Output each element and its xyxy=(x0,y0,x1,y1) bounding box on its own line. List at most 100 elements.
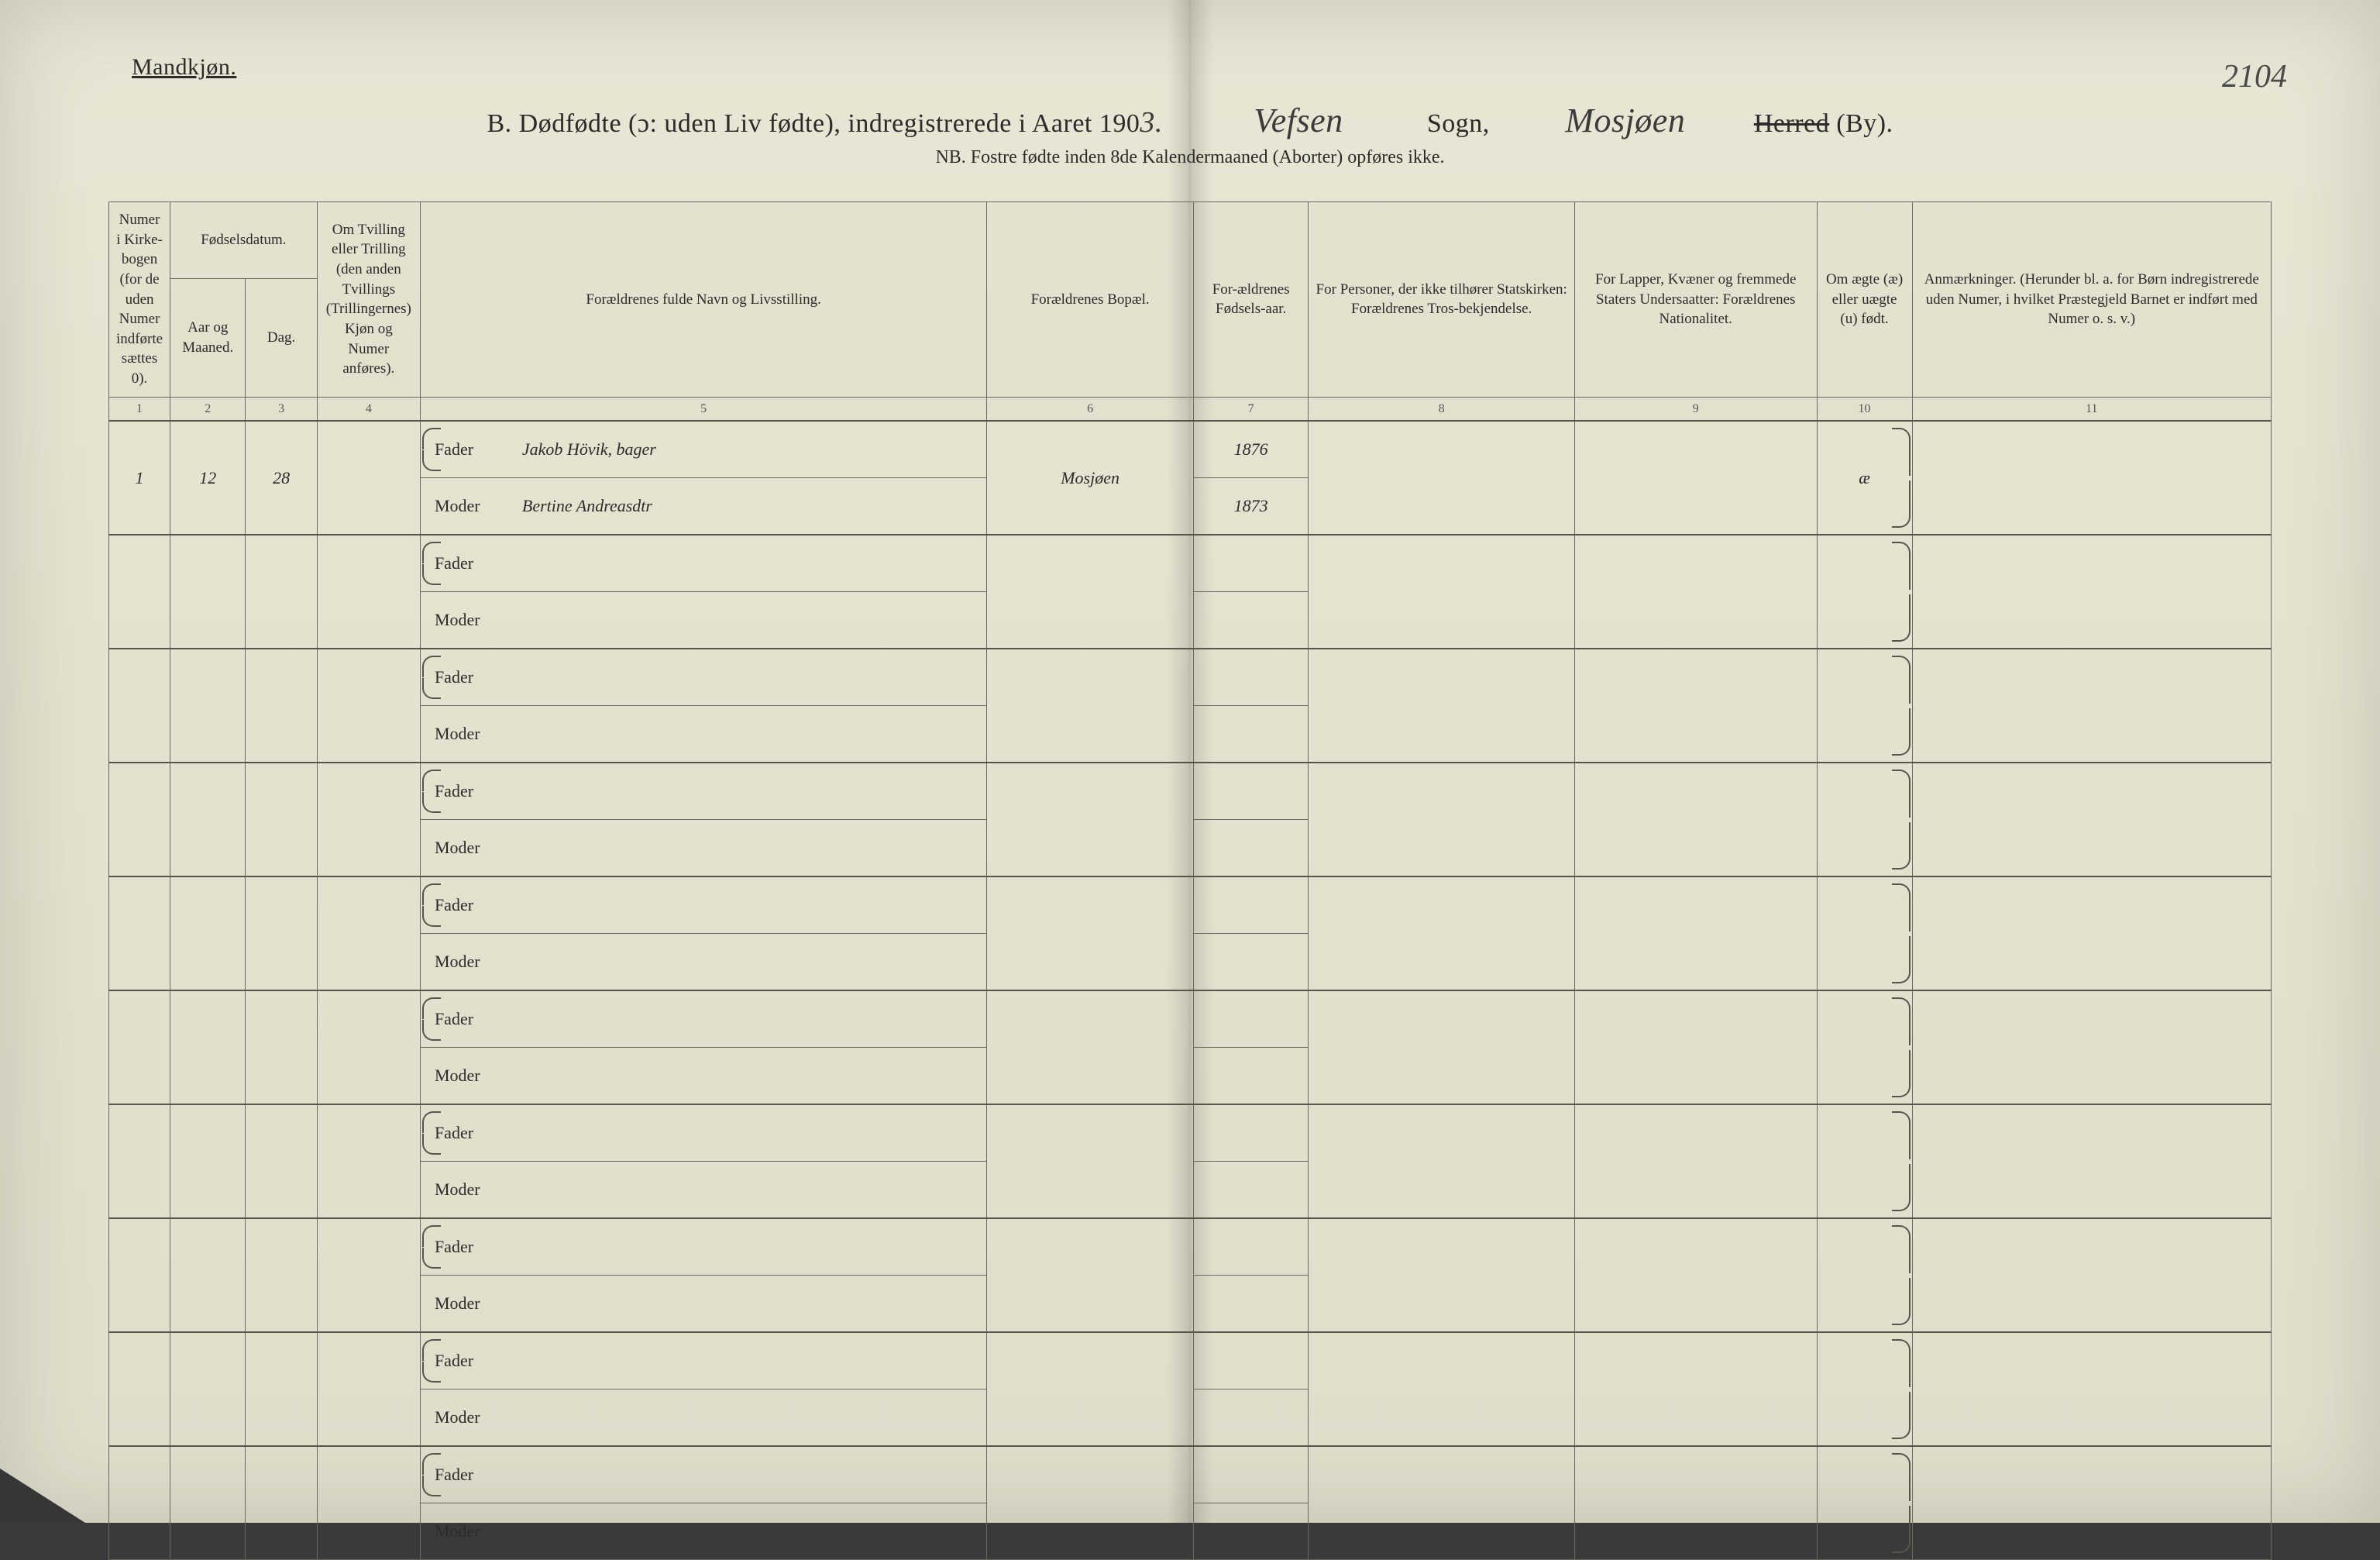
cell-father-birthyear xyxy=(1193,1332,1309,1390)
gender-heading: Mandkjøn. xyxy=(132,54,236,81)
col-header-4: Om Tvilling eller Trilling (den anden Tv… xyxy=(317,202,420,398)
cell-mother-name xyxy=(514,592,987,649)
cell-number: 1 xyxy=(109,421,170,535)
col-num-8: 8 xyxy=(1309,397,1574,421)
col-header-5: Forældrenes fulde Navn og Livsstilling. xyxy=(420,202,986,398)
cell-father-name xyxy=(514,1332,987,1390)
title-by-label: (By). xyxy=(1836,109,1893,138)
cell-father-birthyear xyxy=(1193,876,1309,934)
col-num-10: 10 xyxy=(1817,397,1912,421)
cell-legitimacy xyxy=(1817,990,1912,1104)
col-header-1: Numer i Kirke-bogen (for de uden Numer i… xyxy=(109,202,170,398)
cell-father-name: Jakob Hövik, bager xyxy=(514,421,987,478)
cell-role-father: Fader xyxy=(420,535,514,592)
cell-role-mother: Moder xyxy=(420,1276,514,1333)
cell-mother-birthyear: 1873 xyxy=(1193,478,1309,535)
cell-day xyxy=(246,1446,317,1560)
cell-day xyxy=(246,1218,317,1332)
cell-mother-birthyear xyxy=(1193,592,1309,649)
cell-mother-name xyxy=(514,1048,987,1105)
cell-day xyxy=(246,649,317,763)
cell-mother-name xyxy=(514,1503,987,1560)
cell-number xyxy=(109,763,170,876)
cell-mother-name xyxy=(514,1276,987,1333)
cell-mother-birthyear xyxy=(1193,934,1309,991)
cell-day xyxy=(246,763,317,876)
cell-residence xyxy=(987,1218,1194,1332)
cell-faith xyxy=(1309,1104,1574,1218)
cell-day: 28 xyxy=(246,421,317,535)
cell-role-mother: Moder xyxy=(420,1390,514,1447)
cell-year-month xyxy=(170,1104,246,1218)
cell-father-name xyxy=(514,1218,987,1276)
ledger-page: Mandkjøn. 2104 B. Dødfødte (ɔ: uden Liv … xyxy=(0,0,2380,1523)
col-header-2: Aar og Maaned. xyxy=(170,278,246,397)
col-num-9: 9 xyxy=(1574,397,1817,421)
cell-remarks xyxy=(1912,876,2271,990)
cell-father-birthyear xyxy=(1193,1218,1309,1276)
cell-residence xyxy=(987,649,1194,763)
cell-remarks xyxy=(1912,1104,2271,1218)
cell-day xyxy=(246,876,317,990)
cell-faith xyxy=(1309,421,1574,535)
cell-year-month xyxy=(170,990,246,1104)
cell-father-name xyxy=(514,990,987,1048)
cell-father-name xyxy=(514,649,987,706)
cell-twin xyxy=(317,763,420,876)
cell-role-father: Fader xyxy=(420,649,514,706)
cell-remarks xyxy=(1912,649,2271,763)
table-row: Fader xyxy=(109,535,2272,592)
table-row: Fader xyxy=(109,1446,2272,1503)
cell-father-birthyear xyxy=(1193,1446,1309,1503)
cell-role-mother: Moder xyxy=(420,1048,514,1105)
cell-faith xyxy=(1309,990,1574,1104)
cell-role-father: Fader xyxy=(420,421,514,478)
cell-mother-birthyear xyxy=(1193,1503,1309,1560)
cell-day xyxy=(246,535,317,649)
cell-role-mother: Moder xyxy=(420,820,514,877)
cell-role-father: Fader xyxy=(420,1218,514,1276)
cell-father-birthyear xyxy=(1193,990,1309,1048)
cell-twin xyxy=(317,876,420,990)
table-row: Fader xyxy=(109,1104,2272,1162)
title-sogn-handwritten: Vefsen xyxy=(1198,101,1399,141)
cell-father-name xyxy=(514,535,987,592)
cell-residence xyxy=(987,876,1194,990)
cell-faith xyxy=(1309,1218,1574,1332)
cell-remarks xyxy=(1912,421,2271,535)
col-header-8: For Personer, der ikke tilhører Statskir… xyxy=(1309,202,1574,398)
page-dog-ear xyxy=(0,1469,85,1523)
cell-remarks xyxy=(1912,1446,2271,1560)
title-prefix: B. Dødfødte (ɔ: uden Liv fødte), indregi… xyxy=(487,109,1140,138)
table-row: Fader xyxy=(109,763,2272,820)
cell-role-father: Fader xyxy=(420,990,514,1048)
cell-year-month xyxy=(170,1332,246,1446)
cell-mother-name xyxy=(514,1162,987,1219)
cell-year-month xyxy=(170,535,246,649)
cell-remarks xyxy=(1912,763,2271,876)
cell-mother-birthyear xyxy=(1193,1048,1309,1105)
col-header-3: Dag. xyxy=(246,278,317,397)
cell-legitimacy xyxy=(1817,1218,1912,1332)
cell-twin xyxy=(317,649,420,763)
col-header-2-group: Fødselsdatum. xyxy=(170,202,318,279)
table-row: Fader xyxy=(109,990,2272,1048)
cell-father-name xyxy=(514,1104,987,1162)
cell-residence xyxy=(987,1446,1194,1560)
cell-role-father: Fader xyxy=(420,876,514,934)
cell-remarks xyxy=(1912,1332,2271,1446)
cell-residence xyxy=(987,535,1194,649)
cell-mother-birthyear xyxy=(1193,1390,1309,1447)
cell-legitimacy xyxy=(1817,763,1912,876)
cell-nationality xyxy=(1574,876,1817,990)
col-header-7: For-ældrenes Fødsels-aar. xyxy=(1193,202,1309,398)
cell-remarks xyxy=(1912,535,2271,649)
cell-faith xyxy=(1309,1446,1574,1560)
cell-legitimacy xyxy=(1817,1332,1912,1446)
cell-nationality xyxy=(1574,1332,1817,1446)
cell-twin xyxy=(317,1446,420,1560)
cell-father-name xyxy=(514,1446,987,1503)
cell-father-birthyear xyxy=(1193,1104,1309,1162)
cell-nationality xyxy=(1574,649,1817,763)
cell-number xyxy=(109,990,170,1104)
